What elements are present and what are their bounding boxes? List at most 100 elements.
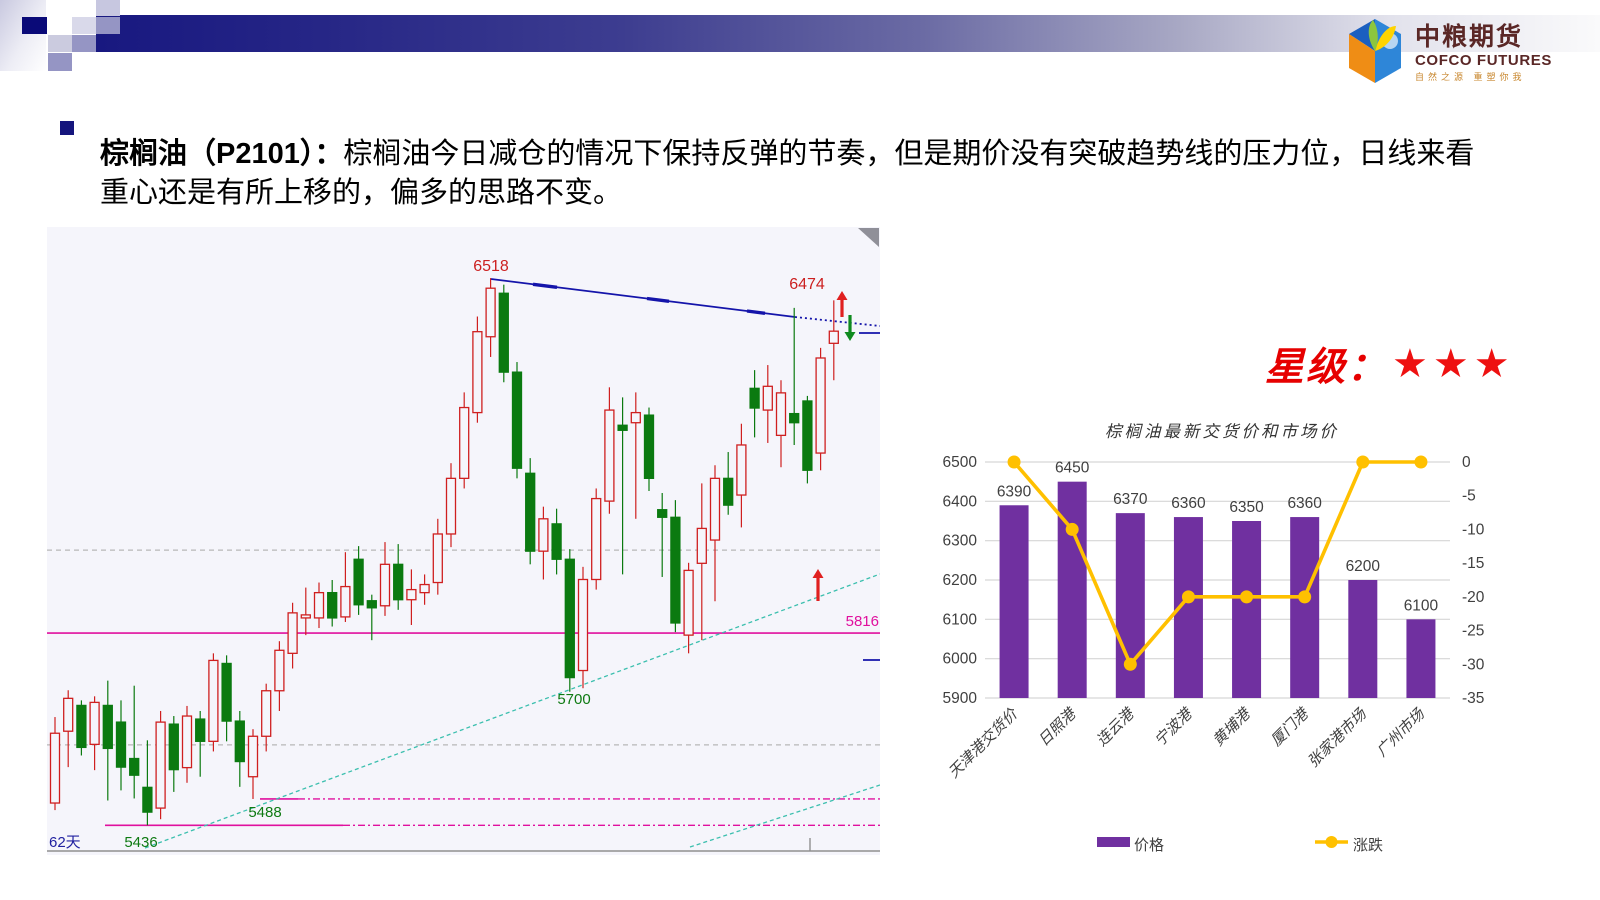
line-marker: [1181, 590, 1195, 604]
right-axis-label: 0: [1462, 454, 1471, 471]
price-label: 5488: [248, 804, 281, 821]
bar-value-label: 6450: [1055, 460, 1090, 477]
cofco-logo-icon: [1349, 19, 1401, 83]
line-marker: [1007, 455, 1021, 469]
candle: [366, 594, 377, 641]
category-label: 连云港: [1093, 704, 1139, 750]
candle: [551, 508, 562, 575]
bar-value-label: 6360: [1171, 495, 1206, 512]
logo-title: 中粮期货: [1415, 23, 1524, 51]
bar-value-label: 6390: [997, 483, 1032, 500]
price-label: 6518: [473, 258, 509, 275]
candle: [472, 316, 483, 423]
left-axis-label: 6100: [943, 611, 978, 628]
bar-value-label: 6200: [1346, 558, 1381, 575]
category-label: 黄埔港: [1209, 704, 1255, 750]
category-label: 广州市场: [1373, 704, 1430, 761]
candle: [815, 347, 826, 471]
candle: [419, 574, 430, 605]
trend-line: [144, 573, 881, 849]
deco-square: [96, 17, 120, 34]
right-axis-label: -10: [1462, 521, 1485, 538]
price-label: 5700: [557, 691, 590, 708]
price-bar: [1232, 521, 1262, 698]
candle: [406, 569, 417, 626]
logo-subtitle: COFCO FUTURES: [1415, 52, 1552, 69]
cofco-logo: 中粮期货 COFCO FUTURES 自然之源 重塑你我: [1343, 16, 1552, 86]
kline-chart-panel: 6518 6474 5816 5700 5488 5436 62天: [47, 227, 881, 855]
trend-line-dash: [532, 282, 558, 289]
candle: [643, 407, 655, 491]
candle: [459, 392, 470, 489]
deco-square-navy: [22, 17, 47, 34]
candle: [89, 696, 100, 771]
left-axis-label: 6500: [943, 454, 978, 471]
price-chart-panel: 棕榈油最新交货价和市场价 6500 6400 6300 6200 6100 6000 5900…: [930, 413, 1530, 868]
deco-square: [48, 53, 72, 71]
candle: [181, 705, 193, 783]
candle: [538, 506, 549, 580]
candle: [234, 710, 245, 787]
chart-title: 棕榈油最新交货价和市场价: [1105, 422, 1339, 441]
header-gradient-block: [0, 0, 46, 71]
legend-bar-label: 价格: [1134, 837, 1164, 854]
price-bar: [1057, 481, 1087, 698]
candle: [274, 641, 285, 711]
candle: [340, 552, 351, 622]
candle: [261, 683, 272, 752]
star-icons: ★★★: [1392, 342, 1515, 386]
candle: [604, 387, 615, 514]
candle: [736, 423, 747, 528]
candle: [142, 740, 153, 826]
candle: [762, 365, 773, 443]
candle: [525, 458, 536, 565]
candle: [115, 700, 127, 791]
category-label: 张家港市场: [1304, 704, 1371, 771]
left-axis-label: 6400: [943, 493, 978, 510]
price-label: 5436: [124, 834, 157, 851]
candle: [617, 397, 628, 575]
price-bar: [1406, 619, 1436, 698]
left-axis-label: 6300: [943, 533, 978, 550]
price-bar: [999, 505, 1029, 698]
candle: [287, 602, 298, 669]
candle: [485, 278, 496, 357]
candle: [102, 680, 113, 801]
candle: [49, 717, 61, 811]
candle: [208, 653, 219, 752]
right-axis-label: -20: [1462, 589, 1485, 606]
line-marker: [1065, 522, 1079, 536]
candle: [802, 395, 813, 484]
right-axis-label: -25: [1462, 623, 1484, 640]
candle: [168, 716, 179, 792]
commentary-body: 棕榈油今日减仓的情况下保持反弹的节奏，但是期价没有突破趋势线的压力位，日线来看重…: [100, 138, 1475, 209]
star-rating-label: 星级：: [1265, 344, 1389, 390]
deco-square: [72, 35, 96, 52]
candle: [195, 710, 206, 777]
deco-square: [72, 17, 96, 34]
price-label: 62天: [49, 834, 81, 851]
up-arrow-icon: [836, 291, 848, 317]
deco-square: [48, 35, 72, 52]
candle: [749, 370, 760, 438]
candle: [591, 488, 602, 590]
category-label: 日照港: [1034, 704, 1080, 750]
candle: [221, 655, 232, 742]
candle: [327, 579, 338, 627]
commentary-paragraph: 棕榈油（P2101）：棕榈油今日减仓的情况下保持反弹的节奏，但是期价没有突破趋势…: [100, 135, 1484, 213]
bar-value-label: 6100: [1404, 597, 1439, 614]
candle: [775, 380, 787, 468]
candle: [670, 500, 681, 633]
bar-value-label: 6360: [1287, 495, 1322, 512]
legend-bar-swatch: [1097, 837, 1130, 847]
candle: [247, 729, 259, 799]
bar-value-label: 6370: [1113, 491, 1148, 508]
left-axis-label: 6200: [943, 572, 978, 589]
line-marker: [1240, 590, 1254, 604]
commentary-lead: 棕榈油（P2101）：: [100, 138, 344, 170]
candle: [683, 562, 694, 654]
scroll-corner-icon: [858, 228, 879, 247]
line-marker: [1123, 657, 1137, 671]
trend-line-dash: [746, 309, 766, 315]
